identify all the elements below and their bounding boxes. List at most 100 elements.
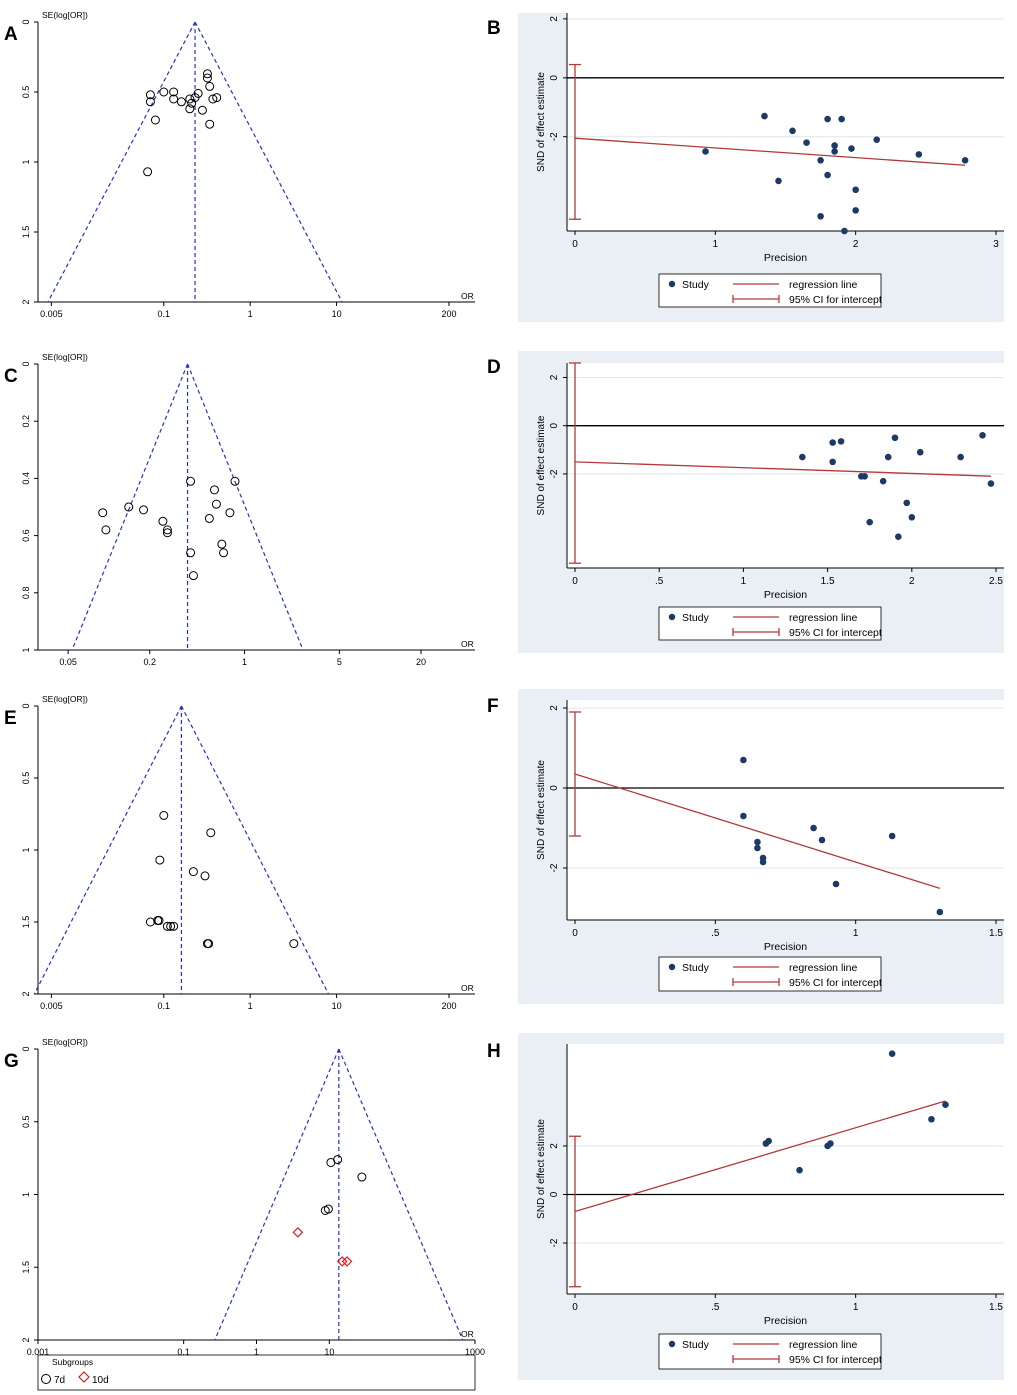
x-axis-title: OR (461, 639, 474, 649)
study-point (831, 142, 838, 149)
funnel-right-limit (180, 705, 330, 995)
y-tick-label: -2 (549, 1238, 560, 1247)
study-point (169, 921, 179, 931)
y-tick-label: 1 (21, 847, 31, 852)
study-point (837, 438, 845, 445)
legend-box (658, 606, 882, 641)
legend-ci-label: 95% CI for intercept (789, 627, 882, 639)
funnel-left-limit (33, 705, 182, 995)
x-tick-label: 1 (254, 1347, 259, 1357)
study-point (176, 97, 186, 107)
x-tick-label: 20 (416, 657, 426, 667)
study-point (204, 939, 214, 949)
study-point (754, 844, 761, 852)
y-tick-label: 2 (21, 299, 31, 304)
study-point (202, 69, 212, 79)
y-tick-label: 0.5 (21, 772, 31, 785)
y-tick-label: 0 (21, 361, 31, 366)
y-tick-label: 1 (21, 159, 31, 164)
study-point (219, 548, 229, 558)
y-axis-title: SE(log[OR]) (42, 10, 88, 20)
y-tick-label: 2 (549, 374, 560, 380)
study-point (827, 1140, 834, 1147)
study-point (884, 453, 892, 461)
study-point (765, 1137, 772, 1145)
study-point-10d (336, 1256, 348, 1267)
legend-study-label: Study (682, 1339, 710, 1351)
y-tick-label: 0 (549, 422, 560, 428)
y-tick-label: 0.2 (21, 415, 31, 428)
funnel-left-limit (71, 363, 189, 651)
study-point (169, 94, 179, 104)
panel-letter: D (487, 357, 501, 378)
study-point (803, 139, 810, 146)
legend-10d-symbol (78, 1371, 90, 1383)
study-point (159, 87, 169, 97)
study-point (754, 838, 761, 846)
study-point (866, 518, 873, 526)
study-point (139, 505, 149, 515)
study-point (169, 87, 179, 97)
x-tick-label: 1 (248, 1001, 253, 1011)
study-point (202, 73, 212, 83)
study-point (225, 508, 235, 518)
legend-ci-label: 95% CI for intercept (789, 977, 882, 989)
x-axis-title: Precision (764, 589, 807, 601)
x-tick-label: 1 (242, 657, 247, 667)
panel-c: C SE(log[OR]) OR 0 0.2 0.4 0.6 0.8 1 0.05 0.2 1 5 20 (4, 352, 475, 667)
panel-letter: B (487, 18, 501, 39)
y-tick-label: 1.5 (21, 916, 31, 929)
study-point (942, 1101, 949, 1108)
y-axis-title: SND of effect estimate (536, 1119, 547, 1219)
study-point (150, 115, 160, 125)
panel-letter: G (4, 1051, 19, 1072)
study-point (861, 473, 868, 480)
study-point (888, 832, 896, 840)
x-tick-label: 1 (248, 309, 253, 319)
study-point (205, 81, 215, 91)
x-tick-label: .5 (655, 576, 664, 587)
study-point (817, 212, 824, 220)
study-point (155, 855, 165, 865)
panel-h: H -2 0 2 0 .5 1 1.5 SND of effect estimate Precis… (487, 1033, 1004, 1380)
study-point (848, 145, 855, 152)
study-point (838, 115, 845, 123)
study-point (879, 477, 887, 485)
x-axis-title: OR (461, 1329, 474, 1339)
study-point (145, 90, 155, 100)
y-tick-label: 0 (21, 703, 31, 708)
y-tick-label: -2 (549, 132, 560, 141)
x-tick-label: 1 (741, 576, 747, 587)
study-point-10d (341, 1256, 353, 1267)
funnel-left-limit (214, 1048, 340, 1341)
x-tick-label: 0.1 (158, 1001, 171, 1011)
y-tick-label: 1.5 (21, 226, 31, 239)
x-tick-label: 0.2 (143, 657, 156, 667)
legend-study-label: Study (682, 962, 710, 974)
x-tick-label: 2.5 (989, 576, 1003, 587)
study-point (188, 571, 198, 581)
study-point (158, 516, 168, 526)
y-tick-label: 1 (21, 647, 31, 652)
study-point (205, 119, 215, 129)
y-axis-title: SE(log[OR]) (42, 352, 88, 362)
legend-10d-label: 10d (92, 1375, 109, 1386)
study-point (852, 207, 859, 214)
panel-letter: H (487, 1041, 501, 1062)
x-axis-title: Precision (764, 252, 807, 264)
legend-ci-label: 95% CI for intercept (789, 1354, 882, 1366)
y-axis-title: SE(log[OR]) (42, 1037, 88, 1047)
x-tick-label: 0 (572, 928, 578, 939)
y-tick-label: 1 (21, 1192, 31, 1197)
legend-study-symbol (668, 280, 676, 288)
y-tick-label: 2 (21, 1337, 31, 1342)
study-point (162, 525, 172, 535)
plot-area (567, 13, 1004, 231)
study-point (796, 1166, 803, 1174)
y-tick-label: 0 (21, 1046, 31, 1051)
x-tick-label: 0 (572, 576, 578, 587)
study-point (209, 485, 219, 495)
panel-letter: A (4, 24, 18, 45)
regression-line (574, 461, 991, 477)
